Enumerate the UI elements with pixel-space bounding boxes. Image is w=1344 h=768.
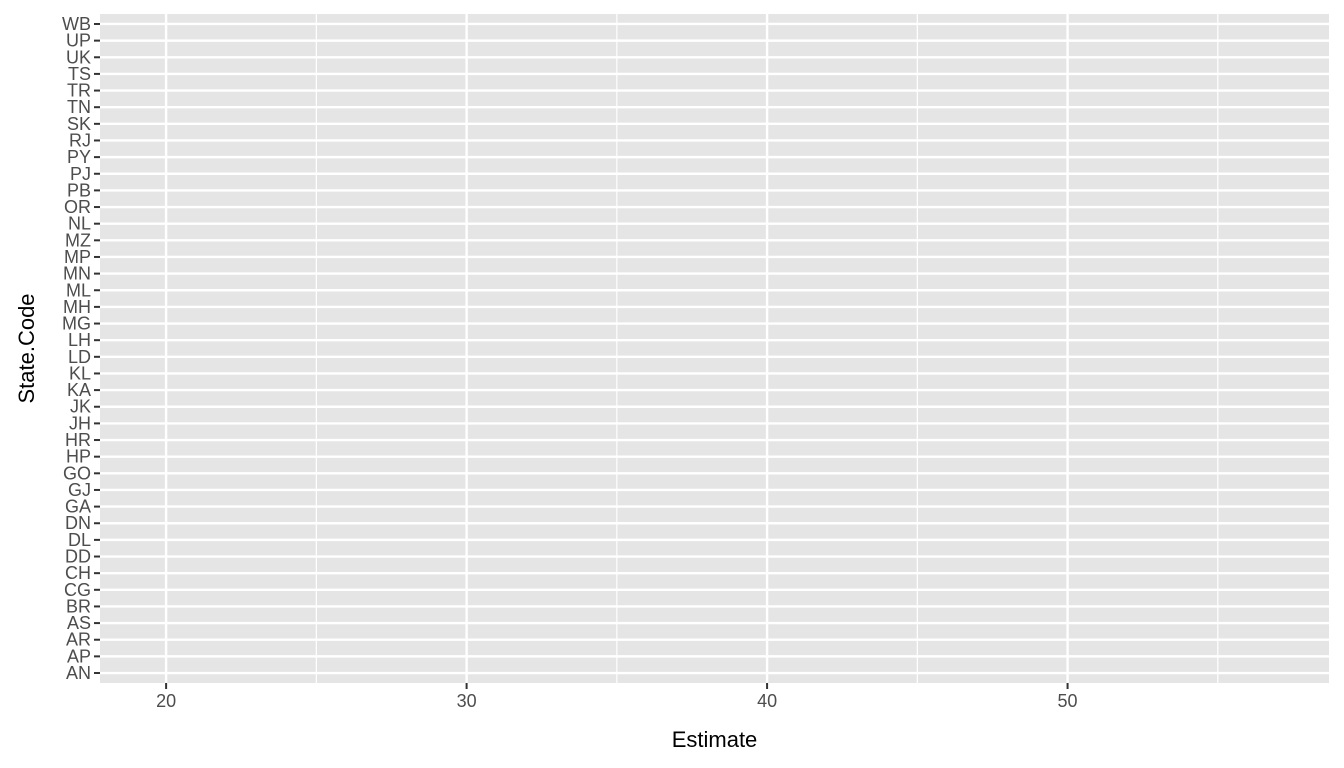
x-tick-label: 50 [1058,691,1078,711]
y-tick-label: WB [62,14,91,34]
y-tick-label: DL [68,530,91,550]
y-tick-label: DN [65,513,91,533]
y-tick-label: MN [63,264,91,284]
y-axis: ANAPARASBRCGCHDDDLDNGAGJGOHPHRJHJKKAKLLD… [62,14,100,683]
y-tick-label: KA [67,380,91,400]
y-tick-label: AP [67,646,91,666]
y-tick-label: MZ [65,230,91,250]
y-tick-label: JK [70,397,91,417]
plot-panel [100,14,1329,683]
x-tick-label: 40 [757,691,777,711]
y-axis-title: State.Code [14,293,39,403]
y-tick-label: ML [66,280,91,300]
y-tick-label: BR [66,596,91,616]
y-tick-label: OR [64,197,91,217]
y-tick-label: PB [67,180,91,200]
y-tick-label: HP [66,447,91,467]
y-tick-label: AS [67,613,91,633]
y-tick-label: KL [69,363,91,383]
y-tick-label: LH [68,330,91,350]
y-tick-label: AR [66,630,91,650]
y-tick-label: PY [67,147,91,167]
y-tick-label: UP [66,31,91,51]
y-tick-label: HR [65,430,91,450]
y-tick-label: JH [69,413,91,433]
y-tick-label: NL [68,214,91,234]
y-tick-label: TS [68,64,91,84]
y-tick-label: PJ [70,164,91,184]
grid-layer [100,14,1329,683]
y-tick-label: SK [67,114,91,134]
y-tick-label: GA [65,497,91,517]
y-tick-label: AN [66,663,91,683]
x-axis: 20 30 40 50 [156,683,1078,711]
x-axis-title: Estimate [672,727,758,752]
x-tick-label: 30 [457,691,477,711]
y-tick-label: UK [66,47,91,67]
y-tick-label: CG [64,580,91,600]
y-tick-label: MH [63,297,91,317]
y-tick-label: TN [67,97,91,117]
y-tick-label: TR [67,81,91,101]
y-tick-label: LD [68,347,91,367]
y-tick-label: RJ [69,130,91,150]
y-tick-label: CH [65,563,91,583]
y-tick-label: GO [63,463,91,483]
y-tick-label: GJ [68,480,91,500]
y-tick-label: DD [65,547,91,567]
y-tick-label: MP [64,247,91,267]
x-tick-label: 20 [156,691,176,711]
y-tick-label: MG [62,314,91,334]
